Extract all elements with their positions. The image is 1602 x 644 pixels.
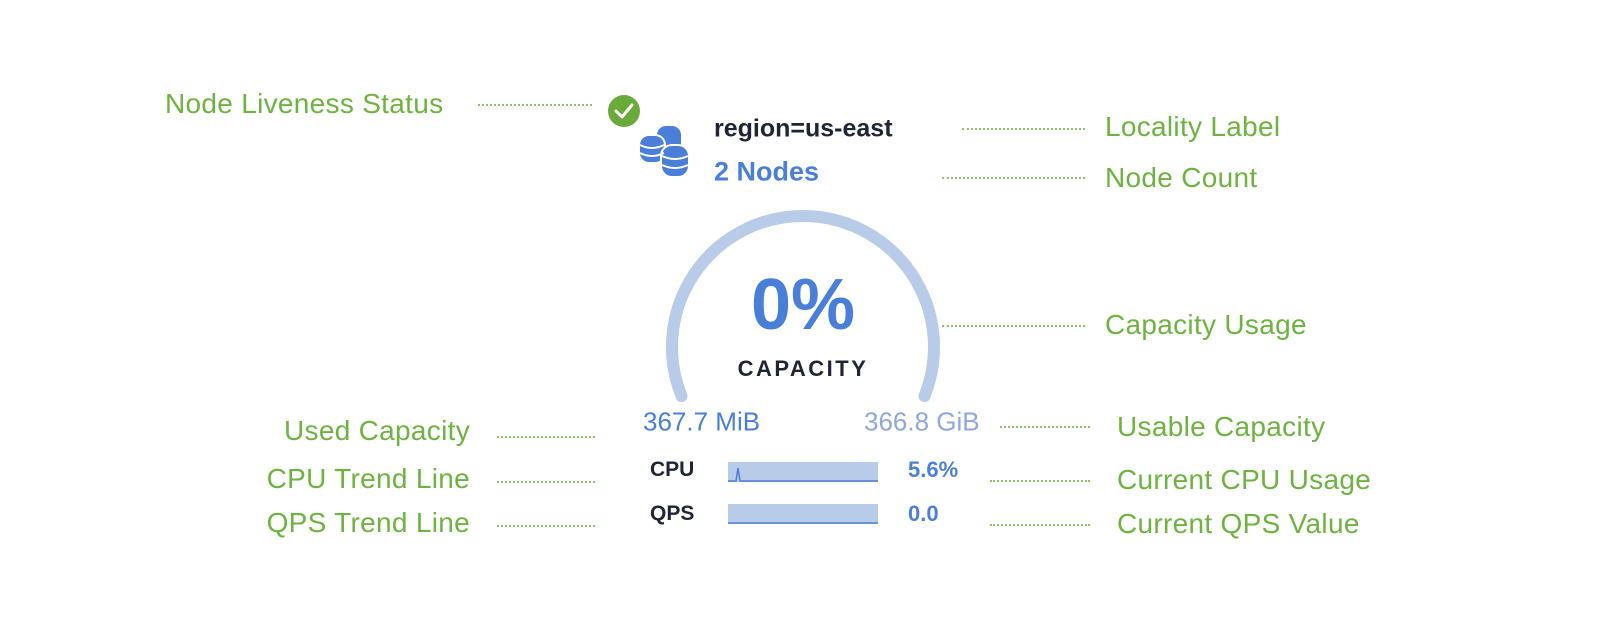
annotation-locality-label: Locality Label [1105,111,1281,142]
annotation-current-cpu-usage: Current CPU Usage [1117,464,1372,495]
leader-line [497,436,595,438]
usable-capacity: 366.8 GiB [864,406,980,437]
cpu-trend-line[interactable] [728,462,878,482]
capacity-gauge [666,210,940,403]
leader-line [962,128,1085,130]
annotation-used-capacity: Used Capacity [284,415,470,446]
annotation-node-liveness-status: Node Liveness Status [165,88,444,119]
leader-line [942,325,1085,327]
annotation-usable-capacity: Usable Capacity [1117,411,1326,442]
capacity-gauge-track [666,210,940,403]
annotation-qps-trend-line: QPS Trend Line [266,507,470,538]
leader-line [1000,426,1090,428]
leader-line [990,480,1090,482]
qps-label: QPS [650,502,695,525]
annotation-cpu-trend-line: CPU Trend Line [266,463,470,494]
cpu-label: CPU [650,458,695,481]
used-capacity: 367.7 MiB [643,406,761,437]
capacity-label: CAPACITY [737,356,869,381]
database-icon [638,124,690,178]
node-count[interactable]: 2 Nodes [714,156,820,187]
leader-line [942,177,1085,179]
check-circle-icon [608,95,640,127]
cpu-value: 5.6% [908,457,959,482]
qps-value: 0.0 [908,501,939,526]
leader-line [497,525,595,527]
capacity-percent: 0% [750,265,856,345]
leader-line [990,524,1090,526]
annotation-node-count: Node Count [1105,162,1258,193]
annotation-current-qps-value: Current QPS Value [1117,508,1360,539]
locality-label[interactable]: region=us-east [714,114,893,143]
leader-line [497,481,595,483]
annotation-capacity-usage: Capacity Usage [1105,309,1307,340]
qps-trend-line[interactable] [728,504,878,524]
leader-line [478,104,592,106]
